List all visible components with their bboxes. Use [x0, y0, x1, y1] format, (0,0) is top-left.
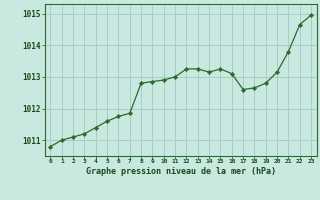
X-axis label: Graphe pression niveau de la mer (hPa): Graphe pression niveau de la mer (hPa) — [86, 167, 276, 176]
